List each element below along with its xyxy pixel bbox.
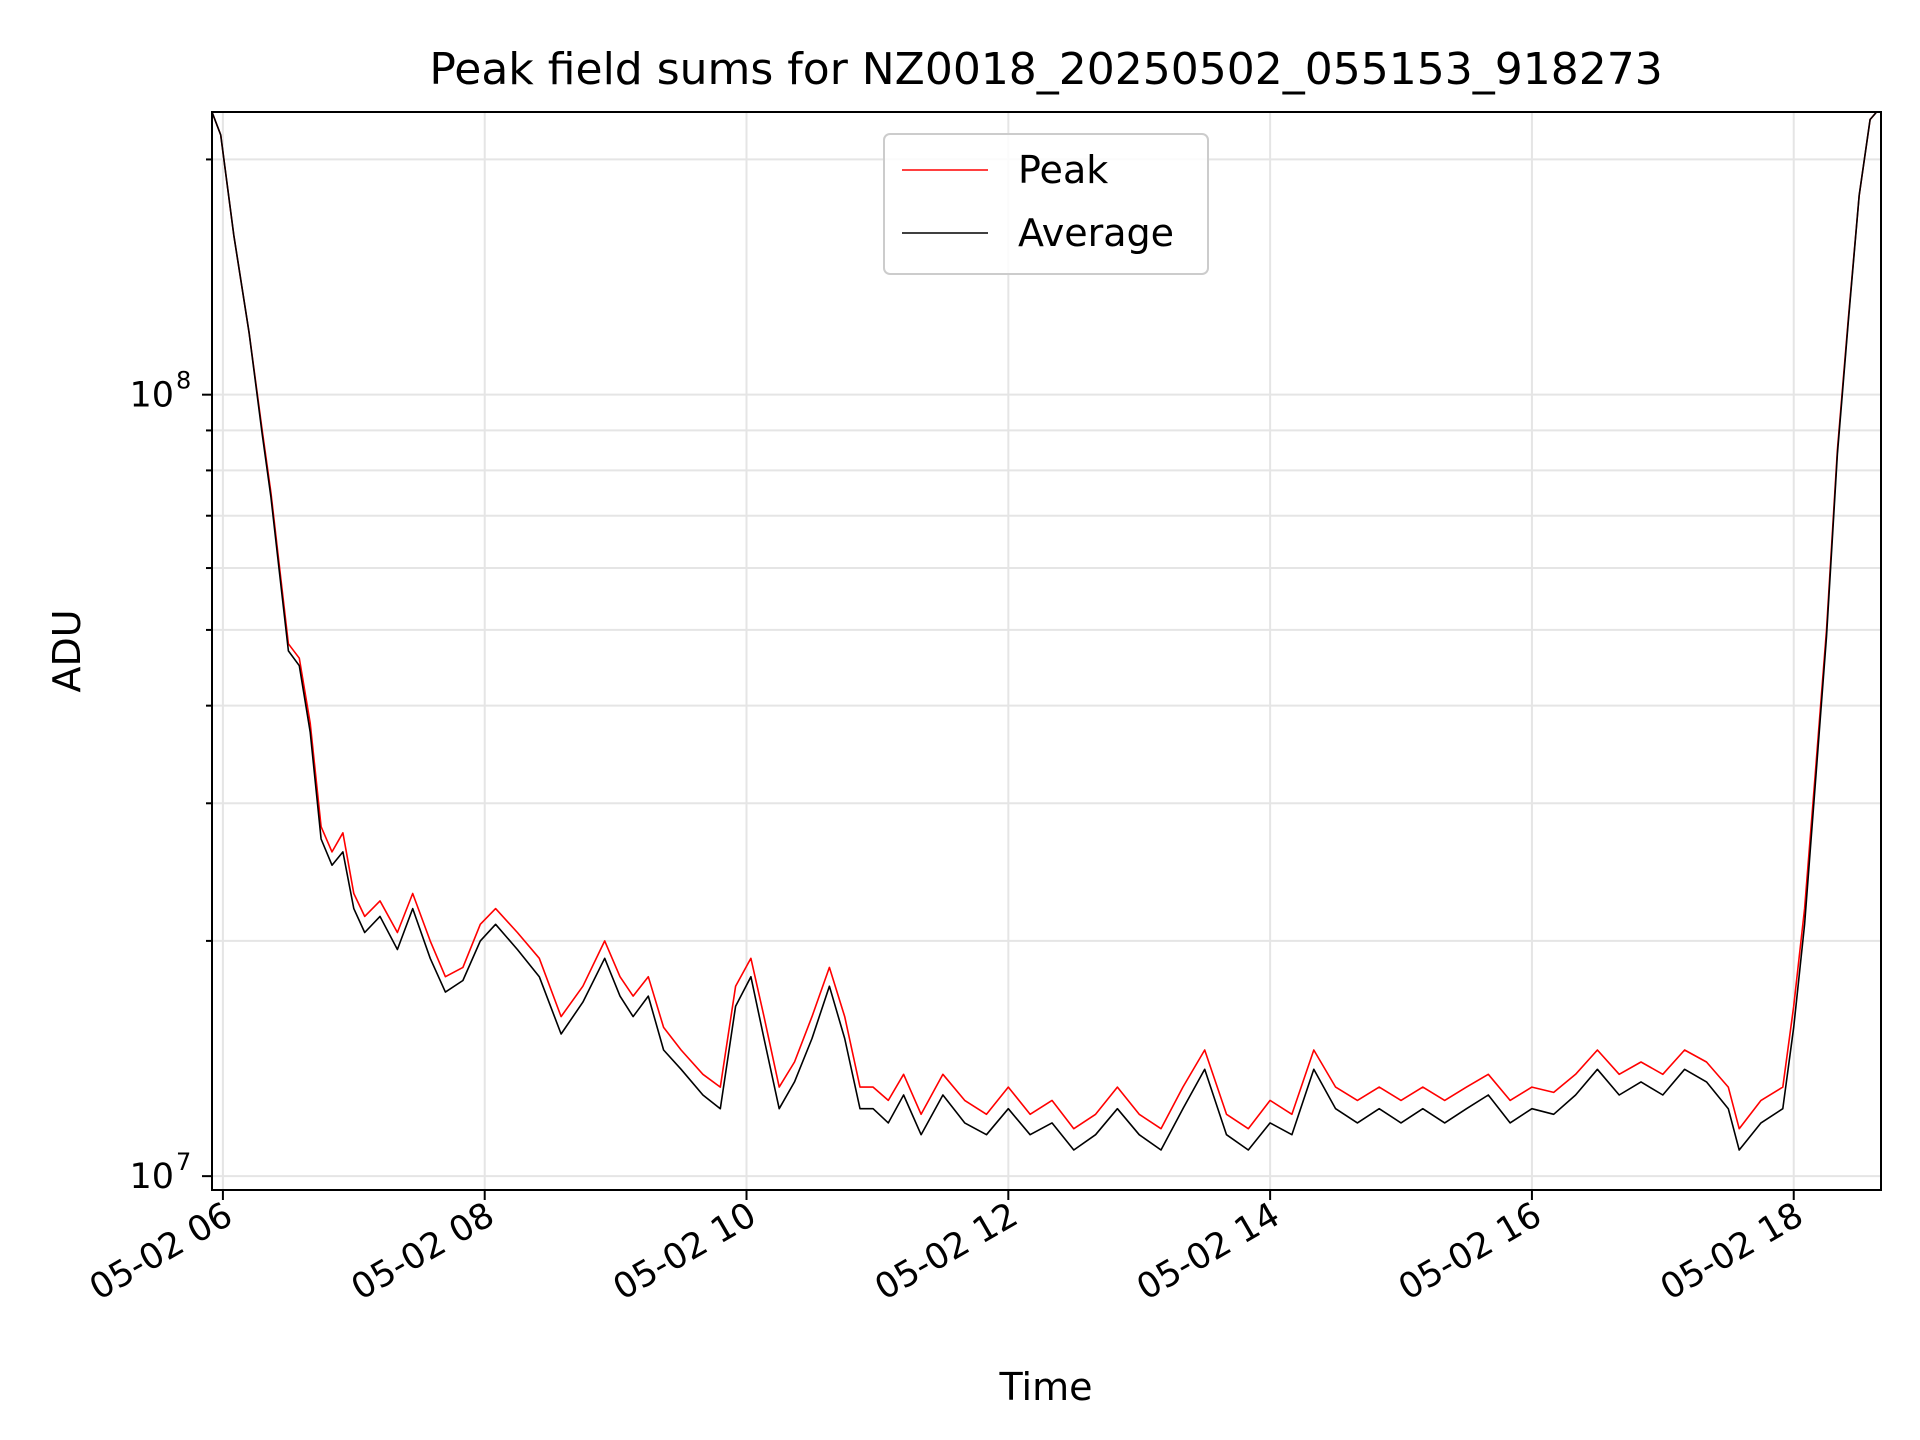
y-tick-label-exponent: 8 [176, 367, 191, 395]
y-tick-label-base: 10 [129, 1157, 174, 1197]
legend-label-average: Average [1018, 211, 1174, 255]
y-axis-label: ADU [45, 609, 89, 692]
series-layer [211, 111, 1878, 1151]
y-tick-label: 10 8 [129, 367, 191, 416]
y-tick-label: 10 7 [129, 1148, 191, 1197]
chart-title: Peak field sums for NZ0018_20250502_0551… [429, 44, 1662, 95]
legend: Peak Average [883, 133, 1209, 275]
series-line-peak [211, 111, 1878, 1130]
series-line-average [211, 111, 1878, 1151]
y-tick-label-exponent: 7 [176, 1148, 191, 1176]
legend-box [883, 133, 1209, 275]
y-tick-label-base: 10 [129, 376, 174, 416]
grid [212, 112, 1881, 1190]
plot-frame [211, 111, 1882, 1191]
x-axis-label: Time [999, 1365, 1093, 1409]
legend-label-peak: Peak [1018, 148, 1108, 192]
